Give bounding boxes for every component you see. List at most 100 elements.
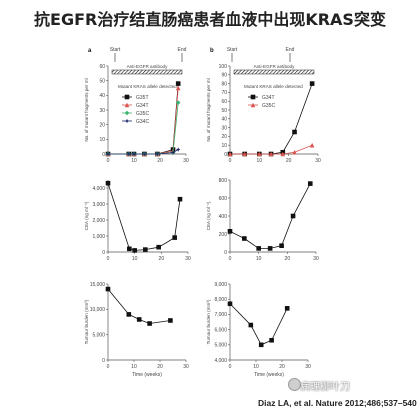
b-mid-data-point — [290, 213, 296, 219]
b-bot-x-tick-label: 10 — [253, 364, 259, 370]
a-top-y-tick-label: 0 — [102, 152, 105, 158]
b-mid-data-point — [242, 236, 247, 241]
panel-a-antibody-bar — [111, 69, 183, 75]
a-bot-y-tick-label: 10,000 — [90, 307, 106, 313]
b-bot-y-tick-label: 8,000 — [214, 297, 227, 303]
a-bot-x-axis-label: Time (weeks) — [132, 372, 162, 378]
b-bot-data-point — [248, 322, 254, 328]
a-bot-x-tick-label: 10 — [131, 364, 137, 370]
a-top-y-tick-label: 20 — [99, 122, 105, 128]
b-bot-y-tick-label: 4,000 — [214, 358, 227, 364]
b-top-y-axis-label: No. of mutant fragments per ml — [206, 78, 211, 141]
watermark-text: 病理柳叶刀 — [300, 382, 350, 393]
a-top-x-tick-label: 0 — [107, 158, 110, 164]
panel-a-antibody-label: Anti-EGFR antibody — [127, 64, 169, 69]
figure-title: 抗EGFR治疗结直肠癌患者血液中出现KRAS突变 — [34, 10, 386, 29]
a-mid-data-point — [127, 246, 132, 252]
a-top-data-point — [105, 151, 111, 157]
a-bot-y-axis-label: Tumour burden (mm³) — [84, 299, 89, 344]
b-bot-x-axis-label: Time (weeks) — [254, 372, 284, 378]
b-mid-data-point — [307, 181, 313, 186]
a-top-legend-marker — [124, 94, 130, 100]
b-bot-data-point — [227, 301, 233, 307]
b-bot-y-tick-label: 6,000 — [214, 327, 227, 333]
b-top-data-point — [257, 151, 262, 157]
a-mid-x-tick-label: 30 — [185, 256, 191, 262]
b-bot-data-point — [269, 337, 274, 343]
a-bot-x-tick-label: 30 — [183, 364, 189, 370]
a-top-y-tick-label: 60 — [99, 64, 105, 70]
a-mid-data-point — [156, 244, 161, 250]
a-bot-data-point — [147, 321, 152, 326]
b-mid-data-point — [267, 246, 273, 251]
b-top-y-tick-label: 60 — [221, 99, 227, 105]
b-bot-data-point — [258, 342, 264, 348]
b-top-data-point — [292, 129, 297, 135]
b-bot-x-tick-label: 20 — [279, 364, 285, 370]
b-bot-y-axis-label: Tumour burden (mm³) — [206, 299, 211, 344]
a-mid-y-axis-label: CEA (ng ml⁻¹) — [84, 201, 89, 230]
b-mid-y-tick-label: 0 — [224, 250, 227, 256]
b-top-legend-title: Mutant KRAS allele detected — [244, 84, 303, 89]
a-top-y-axis-label: No. of mutant fragments per ml — [84, 78, 89, 141]
panel-b-start-label: Start — [227, 47, 238, 53]
b-mid-data-point — [256, 246, 261, 251]
b-top-y-tick-label: 100 — [219, 64, 228, 70]
a-top-data-point — [175, 81, 181, 86]
panel-a-end-label: End — [178, 47, 187, 53]
b-top-data-point — [292, 149, 297, 155]
b-top-x-tick-label: 10 — [257, 158, 263, 164]
b-mid-y-tick-label: 400 — [219, 214, 228, 220]
a-top-legend-label: G35C — [136, 111, 149, 117]
b-top-x-tick-label: 0 — [229, 158, 232, 164]
a-bot-x-tick-label: 0 — [107, 364, 110, 370]
a-top-x-tick-label: 20 — [157, 158, 163, 164]
b-mid-y-tick-label: 200 — [219, 232, 228, 238]
b-top-data-point — [309, 81, 315, 86]
b-mid-y-axis-label: CEA (ng ml⁻¹) — [206, 201, 211, 230]
a-top-legend-marker — [124, 118, 130, 124]
b-top-y-tick-label: 90 — [221, 73, 227, 79]
a-top-y-tick-label: 40 — [99, 93, 105, 99]
watermark-icon — [288, 378, 301, 391]
a-mid-data-point — [105, 180, 111, 186]
b-mid-data-point — [279, 243, 284, 248]
b-top-x-tick-label: 30 — [315, 158, 321, 164]
a-top-y-tick-label: 10 — [99, 137, 105, 143]
a-top-legend-label: G34T — [136, 103, 149, 109]
a-top-data-point — [142, 151, 147, 157]
b-bot-x-tick-label: 30 — [305, 364, 311, 370]
a-top-legend-title: Mutant KRAS allele detected — [118, 84, 177, 89]
a-top-x-tick-label: 30 — [183, 158, 189, 164]
a-top-data-point — [131, 151, 137, 157]
a-mid-y-tick-label: 3,000 — [92, 202, 105, 208]
b-bot-x-tick-label: 0 — [229, 364, 232, 370]
panel-b-end-label: End — [286, 47, 295, 53]
a-mid-y-tick-label: 2,000 — [92, 218, 105, 224]
a-top-y-tick-label: 50 — [99, 78, 105, 84]
panel-b-letter: b — [210, 48, 214, 54]
b-mid-x-tick-label: 20 — [285, 256, 291, 262]
b-bot-y-tick-label: 9,000 — [214, 282, 227, 288]
a-mid-data-point — [143, 247, 148, 252]
b-bot-y-tick-label: 7,000 — [214, 312, 227, 318]
b-top-x-tick-label: 20 — [286, 158, 292, 164]
b-top-y-tick-label: 50 — [221, 108, 227, 114]
a-mid-y-tick-label: 0 — [102, 250, 105, 256]
b-mid-y-tick-label: 600 — [219, 196, 228, 202]
a-mid-x-tick-label: 0 — [107, 256, 110, 262]
panel-a-start-label: Start — [110, 47, 121, 53]
a-mid-x-tick-label: 10 — [132, 256, 138, 262]
b-mid-x-tick-label: 30 — [313, 256, 319, 262]
a-bot-data-point — [136, 317, 142, 322]
a-mid-series-line — [107, 183, 181, 251]
a-top-legend-label: G34C — [136, 119, 149, 125]
b-mid-x-tick-label: 0 — [229, 256, 232, 262]
b-top-y-tick-label: 20 — [221, 134, 227, 140]
a-top-data-point — [155, 151, 160, 157]
b-bot-data-point — [284, 306, 290, 311]
panel-b-antibody-label: Anti-EGFR antibody — [254, 64, 296, 69]
b-top-data-point — [280, 151, 286, 157]
a-bot-y-tick-label: 5,000 — [92, 332, 105, 338]
